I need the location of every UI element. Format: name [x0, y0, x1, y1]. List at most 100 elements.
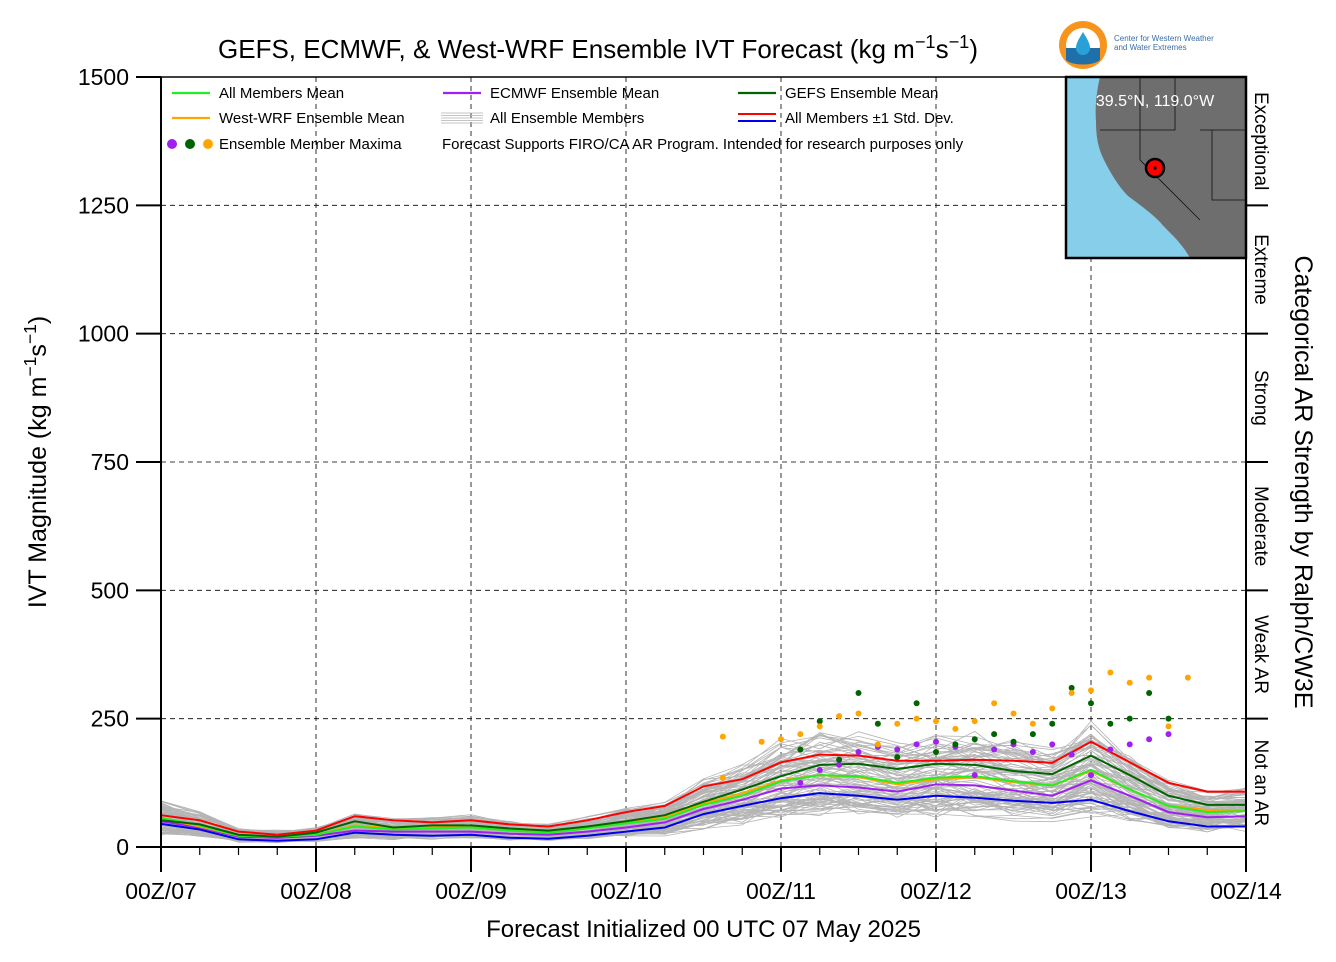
maxima-dot-gefs — [1029, 731, 1036, 738]
map-frame — [1064, 75, 1248, 260]
y-tick-label: 1250 — [78, 192, 129, 218]
maxima-dot-westwrf — [719, 774, 726, 781]
logo-water-icon — [1066, 48, 1100, 65]
maxima-dot-ecmwf — [1068, 751, 1075, 758]
x-axis-label: Forecast Initialized 00 UTC 07 May 2025 — [486, 916, 921, 943]
maxima-dot-westwrf — [778, 736, 784, 743]
maxima-dot-ecmwf — [1126, 741, 1133, 748]
ar-category-label: Weak AR — [1250, 615, 1271, 694]
maxima-dot-gefs — [797, 746, 804, 753]
maxima-dot-westwrf — [836, 713, 843, 720]
right-axis-label: Categorical AR Strength by Ralph/CW3E — [1289, 256, 1317, 709]
logo-drop-icon — [1076, 32, 1090, 55]
maxima-dot-westwrf — [1184, 674, 1191, 681]
maxima-dot-westwrf — [874, 741, 881, 748]
legend-dot — [167, 139, 177, 149]
legend-dot — [203, 139, 213, 149]
maxima-dot-westwrf — [719, 733, 726, 740]
legend-item: West-WRF Ensemble Mean — [172, 110, 405, 127]
legend-label: West-WRF Ensemble Mean — [219, 110, 405, 127]
series-line — [160, 740, 1246, 836]
legend-item: Ensemble Member Maxima — [167, 136, 402, 153]
maxima-dot-ecmwf — [913, 741, 920, 748]
maxima-dot-westwrf — [855, 710, 862, 717]
logo-text-line1: Center for Western Weather — [1114, 34, 1214, 43]
legend-item: All Ensemble Members — [441, 110, 644, 127]
series-line — [160, 768, 1247, 838]
ensemble-member-line — [160, 766, 1247, 840]
ar-category-label: Extreme — [1250, 234, 1271, 305]
maxima-dot-gefs — [1126, 715, 1133, 722]
ensemble-member-lines — [160, 720, 1247, 844]
location-marker-center — [1153, 166, 1157, 170]
maxima-dot-westwrf — [1029, 720, 1036, 727]
inset-map: 39.5°N, 119.0°W — [1064, 75, 1248, 260]
maxima-dot-westwrf — [1165, 723, 1172, 730]
maxima-dot-gefs — [1146, 690, 1153, 696]
x-tick-label: 00Z/08 — [280, 878, 352, 904]
y-tick-label: 250 — [91, 706, 129, 732]
legend-label: All Members ±1 Std. Dev. — [785, 110, 954, 127]
maxima-dot-ecmwf — [1146, 736, 1153, 743]
maxima-dot-gefs — [836, 756, 843, 763]
maxima-dot-ecmwf — [1049, 741, 1056, 748]
series-line — [160, 779, 1247, 839]
maxima-dot-gefs — [816, 718, 823, 725]
map-state-border — [1100, 129, 1201, 221]
member-maxima-dots — [719, 669, 1191, 786]
series-line — [160, 792, 1246, 842]
map-state-border — [1139, 77, 1246, 201]
legend-item: ECMWF Ensemble Mean — [443, 85, 659, 102]
maxima-dot-gefs — [1165, 715, 1172, 722]
ar-category-label: Exceptional — [1250, 92, 1271, 190]
maxima-dot-westwrf — [816, 723, 823, 730]
logo-text-line2: and Water Extremes — [1114, 43, 1187, 52]
maxima-dot-westwrf — [758, 738, 765, 745]
x-tick-label: 00Z/14 — [1210, 878, 1282, 904]
map-land — [1095, 77, 1246, 258]
maxima-dot-westwrf — [1146, 674, 1153, 681]
maxima-dot-gefs — [913, 700, 920, 707]
legend-item: All Members ±1 Std. Dev. — [738, 110, 954, 127]
maxima-dot-westwrf — [952, 725, 959, 732]
legend-label: ECMWF Ensemble Mean — [490, 85, 659, 102]
maxima-dot-ecmwf — [797, 779, 804, 786]
maxima-dot-ecmwf — [991, 746, 998, 753]
maxima-dot-ecmwf — [816, 767, 823, 773]
y-tick-label: 500 — [91, 577, 129, 603]
x-tick-label: 00Z/07 — [125, 878, 197, 904]
y-tick-label: 750 — [91, 449, 129, 475]
maxima-dot-westwrf — [1010, 710, 1017, 717]
maxima-dot-ecmwf — [933, 738, 939, 745]
x-tick-label: 00Z/09 — [435, 878, 507, 904]
maxima-dot-westwrf — [1088, 687, 1094, 694]
maxima-dot-westwrf — [913, 715, 920, 722]
legend-label: GEFS Ensemble Mean — [785, 85, 938, 102]
maxima-dot-westwrf — [991, 700, 998, 707]
maxima-dot-westwrf — [1107, 669, 1114, 676]
map-location-label: 39.5°N, 119.0°W — [1096, 93, 1215, 110]
maxima-dot-gefs — [1107, 720, 1114, 727]
ensemble-member-line — [160, 733, 1247, 833]
maxima-dot-gefs — [952, 741, 959, 748]
maxima-dot-gefs — [855, 690, 862, 696]
maxima-dot-ecmwf — [1088, 772, 1094, 779]
maxima-dot-ecmwf — [1165, 731, 1172, 738]
maxima-dot-westwrf — [933, 718, 939, 725]
maxima-dot-westwrf — [1049, 705, 1056, 712]
maxima-dot-gefs — [971, 736, 978, 743]
y-tick-label: 1000 — [78, 321, 129, 347]
ar-category-label: Not an AR — [1250, 740, 1271, 827]
legend: All Members Mean ECMWF Ensemble Mean GEFS … — [167, 85, 964, 153]
maxima-dot-gefs — [933, 749, 939, 756]
maxima-dot-westwrf — [1126, 679, 1133, 686]
maxima-dot-westwrf — [971, 718, 978, 725]
series-line — [160, 754, 1246, 838]
ensemble-member-line — [160, 795, 1247, 842]
x-tick-label: 00Z/13 — [1055, 878, 1127, 904]
maxima-dot-ecmwf — [971, 772, 978, 779]
series-lines — [160, 740, 1247, 842]
